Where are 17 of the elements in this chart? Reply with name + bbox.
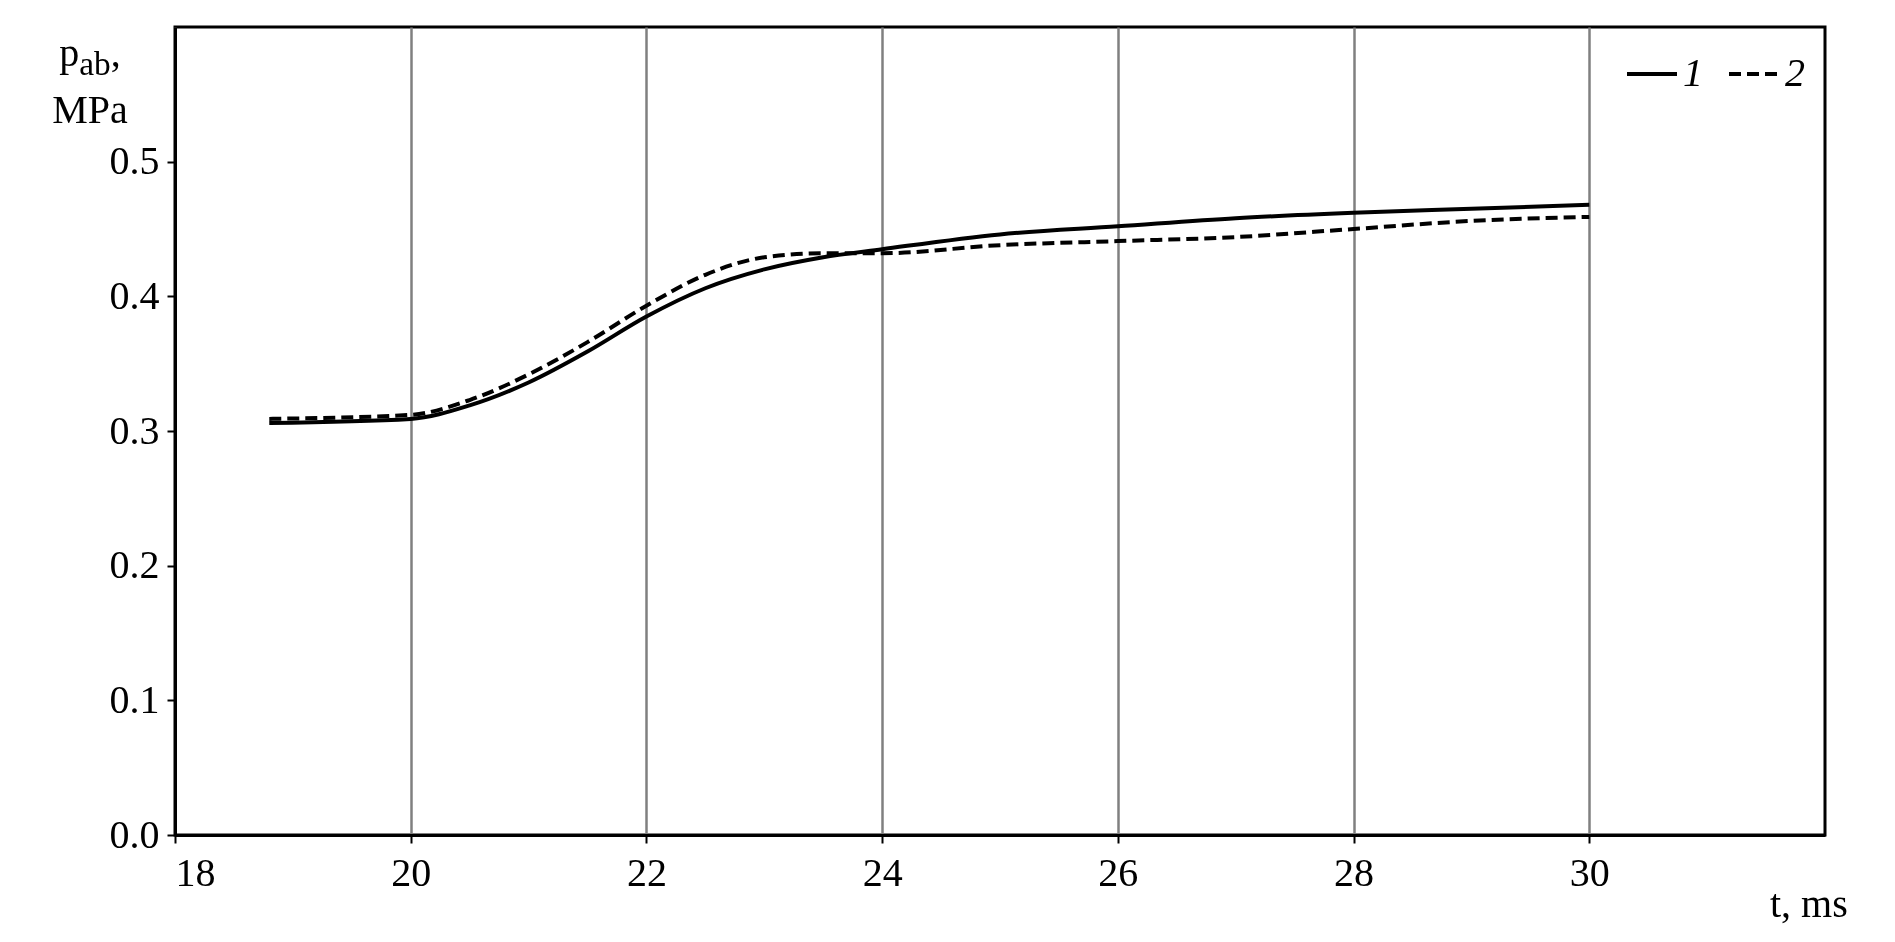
legend-label: 1: [1683, 50, 1703, 95]
x-tick-label: 28: [1334, 849, 1375, 895]
x-tick-label: 24: [862, 849, 903, 895]
x-tick-label: 18: [175, 849, 216, 895]
y-tick-label: 0.5: [109, 138, 160, 184]
x-tick-label: 26: [1098, 849, 1139, 895]
x-tick-label: 22: [626, 849, 667, 895]
legend-label: 2: [1785, 50, 1805, 95]
y-tick-label: 0.4: [109, 272, 160, 318]
y-tick-label: 0.1: [109, 676, 160, 722]
x-tick-label: 30: [1569, 849, 1610, 895]
y-axis-title: p$_{ab}$, MPa: [51, 30, 129, 133]
y-tick-label: 0.0: [109, 811, 160, 857]
y-tick-label: 0.2: [109, 542, 160, 588]
y-tick-label: 0.3: [109, 407, 160, 453]
x-tick-label: 20: [391, 849, 432, 895]
x-axis-title: t, ms: [1770, 880, 1848, 927]
